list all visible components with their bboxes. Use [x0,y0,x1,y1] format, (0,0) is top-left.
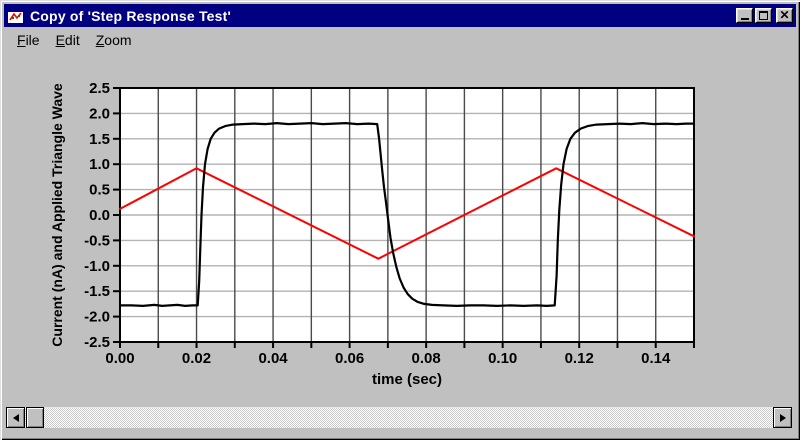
y-tick-label: -0.5 [84,232,110,249]
close-icon: ✕ [779,7,790,22]
applied-triangle-wave-trace [119,167,695,260]
x-tick-label: 0.06 [335,350,364,367]
x-tick-label: 0.10 [488,350,517,367]
x-tick-label: 0.12 [565,350,594,367]
maximize-icon [759,11,768,20]
scrollbar-thumb[interactable] [26,407,44,428]
x-tick-label: 0.02 [182,350,211,367]
horizontal-scrollbar[interactable] [6,407,792,428]
y-tick-label: -1.5 [84,283,110,300]
scroll-right-button[interactable] [773,407,792,428]
x-axis-label: time (sec) [372,371,442,388]
x-tick-label: 0.14 [641,350,671,367]
y-tick-label: 2.0 [89,105,110,122]
menu-file[interactable]: File [9,30,48,50]
menu-file-rest: ile [25,31,40,48]
menu-file-accel: F [17,31,26,48]
minimize-button[interactable] [736,8,753,23]
menu-bar: File Edit Zoom [4,27,796,52]
y-tick-label: -1.0 [84,258,110,275]
menu-zoom[interactable]: Zoom [88,30,140,50]
menu-zoom-accel: Z [95,31,105,48]
scroll-right-icon [779,413,786,422]
menu-edit-accel: E [55,31,65,48]
y-axis-label: Current (nA) and Applied Triangle Wave [49,83,65,347]
x-tick-label: 0.04 [258,350,288,367]
chart-icon[interactable] [7,7,24,24]
x-tick-label: 0.08 [412,350,441,367]
close-button[interactable]: ✕ [776,8,793,23]
y-tick-label: 1.0 [89,156,110,173]
scroll-left-button[interactable] [6,407,25,428]
menu-edit[interactable]: Edit [48,30,88,50]
menu-edit-rest: dit [64,31,80,48]
minimize-icon [740,18,749,20]
y-tick-label: 0.5 [89,182,110,199]
x-tick-label: 0.00 [105,350,134,367]
y-tick-label: 0.0 [89,207,110,224]
y-tick-label: 2.5 [89,80,110,97]
maximize-button[interactable] [755,8,772,23]
step-response-current-trace [118,121,696,307]
y-tick-label: -2.5 [84,334,110,351]
scroll-left-icon [12,413,19,422]
y-tick-label: -2.0 [84,309,110,326]
title-bar[interactable]: Copy of 'Step Response Test' ✕ [4,4,796,27]
scrollbar-track[interactable] [44,407,773,428]
menu-zoom-rest: oom [104,31,132,48]
window-title: Copy of 'Step Response Test' [30,7,232,24]
y-tick-label: 1.5 [89,131,110,148]
